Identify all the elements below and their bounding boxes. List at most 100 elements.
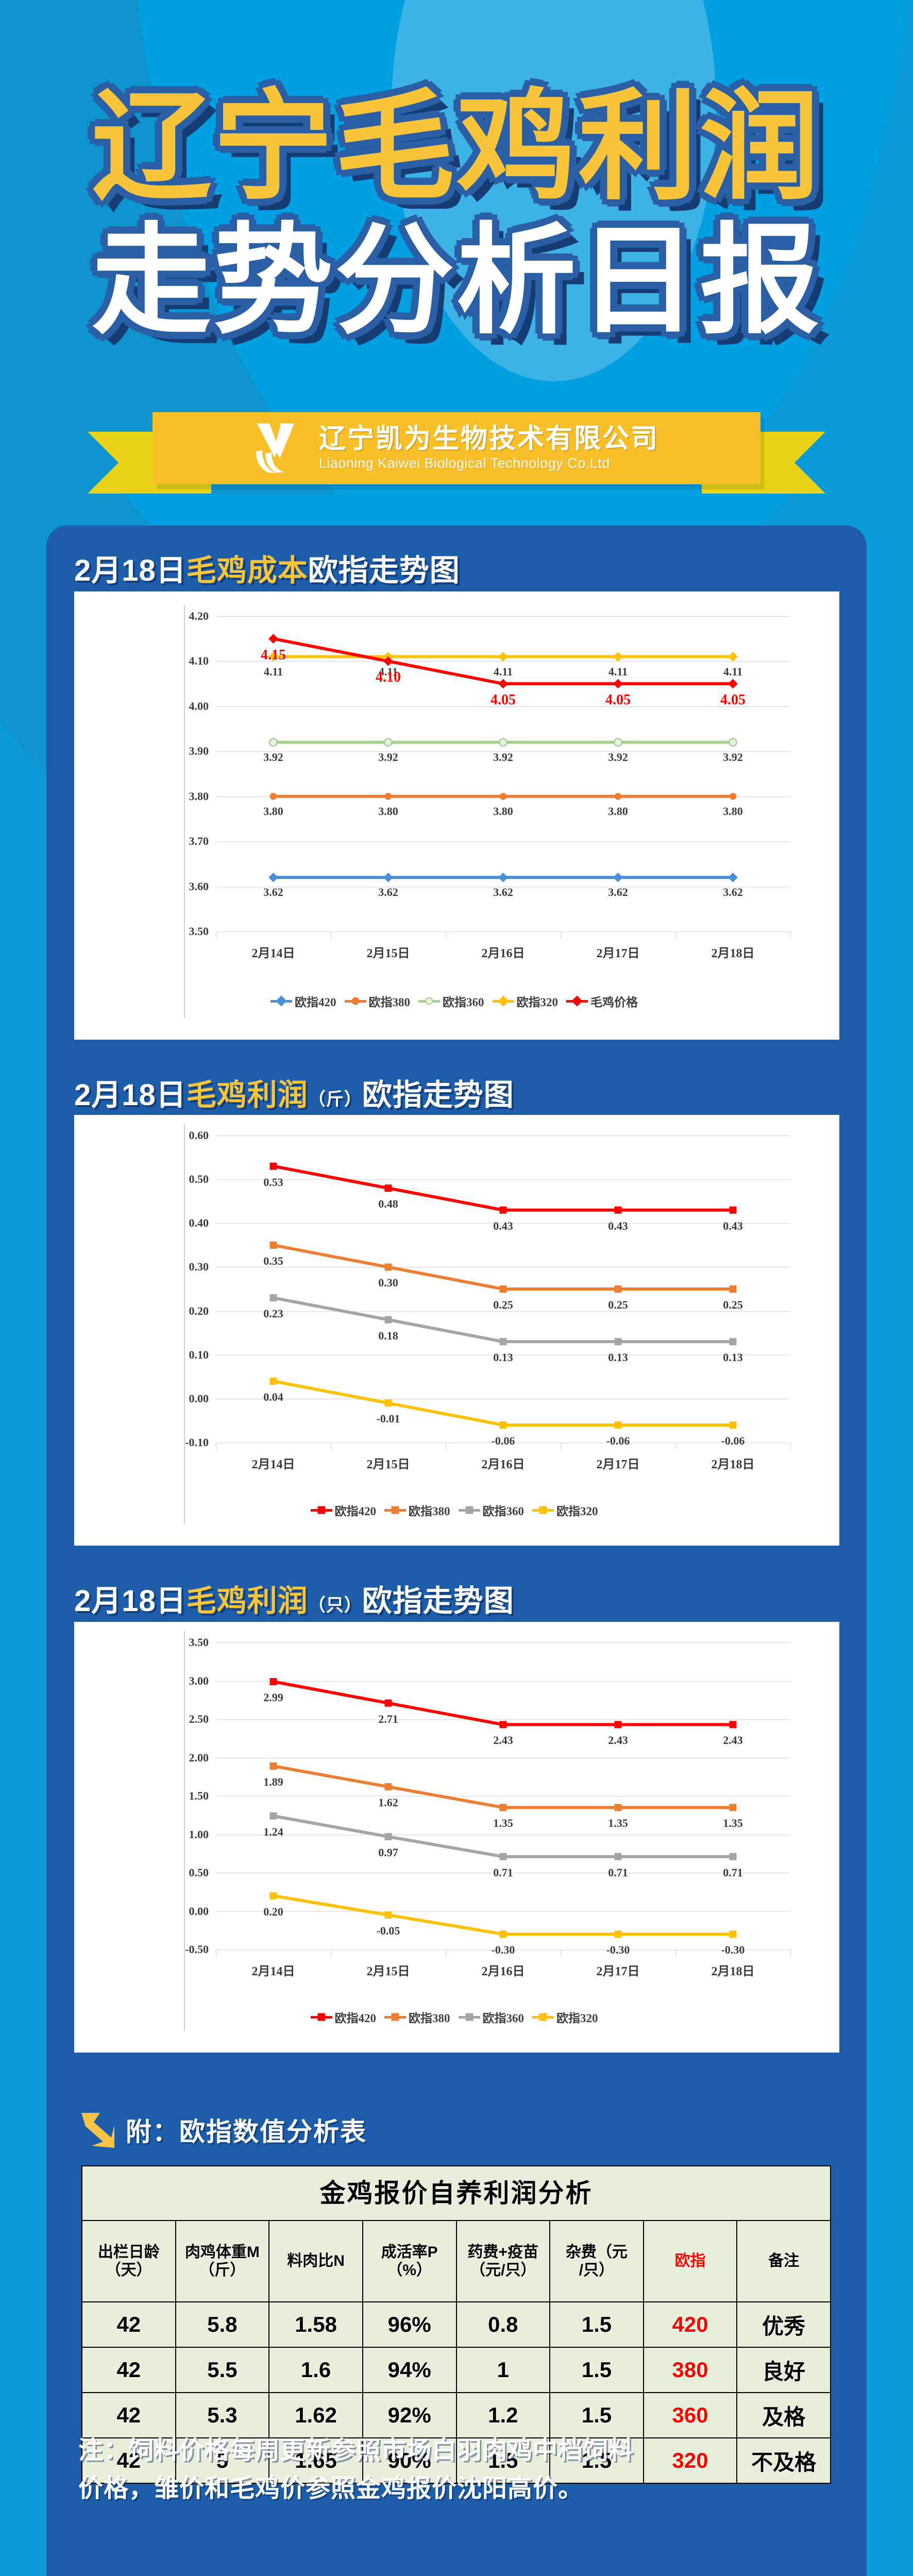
gridline	[216, 1223, 790, 1224]
legend-item[interactable]: 欧指360	[458, 2008, 524, 2026]
data-point-marker	[614, 1421, 622, 1429]
gridline	[216, 1719, 790, 1720]
attachment-heading: 附：欧指数值分析表	[78, 2110, 367, 2150]
data-point-label: 2.99	[263, 1690, 283, 1704]
legend-item[interactable]: 欧指420	[310, 2008, 376, 2026]
gridline	[216, 751, 790, 752]
data-point-label: 4.05	[491, 692, 516, 708]
legend-item[interactable]: 欧指320	[492, 992, 559, 1010]
gridline	[216, 841, 790, 842]
gridline	[216, 706, 790, 707]
series-line	[272, 1164, 735, 1212]
data-point-label: 3.92	[493, 750, 513, 764]
table-header-line: （元/只）	[470, 2262, 536, 2279]
data-point-marker	[269, 1162, 277, 1170]
data-point-label: -0.30	[721, 1943, 745, 1957]
data-point-marker	[614, 1721, 622, 1728]
data-point-label: 3.62	[723, 886, 743, 899]
gridline	[216, 1311, 790, 1312]
main-panel: 2月18日毛鸡成本欧指走势图 3.50 3.60 3.70 3.80 3.90 4.00 4…	[46, 526, 867, 2576]
data-point-marker	[384, 1263, 392, 1271]
legend-item[interactable]: 欧指380	[384, 2008, 450, 2026]
data-point-label: 0.43	[723, 1219, 743, 1232]
data-point-marker	[499, 1206, 507, 1214]
table-header-cell: 出栏日龄 （天）	[81, 2220, 176, 2302]
data-point-label: -0.06	[606, 1434, 630, 1447]
chart1-title-date: 2月18日	[74, 554, 187, 587]
data-point-label: 0.97	[378, 1845, 398, 1859]
data-point-label: 3.92	[263, 750, 283, 764]
data-point-label: 3.92	[723, 750, 743, 764]
legend-marker	[539, 1506, 547, 1514]
legend-label: 欧指380	[409, 1505, 450, 1518]
data-point-label: 0.25	[723, 1298, 743, 1311]
legend-swatch	[310, 1506, 332, 1514]
data-point-marker	[614, 1285, 622, 1293]
y-axis-tick-label: 0.30	[189, 1260, 209, 1274]
chart1-card: 3.50 3.60 3.70 3.80 3.90 4.00 4.10 4.20 3.62 3.62…	[74, 591, 839, 1040]
chart1-title: 2月18日毛鸡成本欧指走势图	[74, 546, 460, 589]
data-point-marker	[729, 1853, 737, 1860]
series-line	[272, 1894, 735, 1936]
legend-item[interactable]: 毛鸡价格	[566, 992, 638, 1010]
legend-item[interactable]: 欧指380	[384, 1501, 450, 1519]
legend-label: 欧指320	[516, 996, 559, 1009]
y-axis-tick-label: -0.50	[185, 1943, 209, 1956]
legend-item[interactable]: 欧指420	[270, 992, 336, 1010]
table-header-line: 成活率P	[381, 2243, 438, 2261]
legend-item[interactable]: 欧指380	[344, 992, 410, 1010]
table-header-line: 药费+疫苗	[467, 2243, 539, 2261]
table-cell: 320	[643, 2437, 738, 2484]
table-caption-row: 金鸡报价自养利润分析	[81, 2165, 831, 2221]
data-point-label: 0.25	[493, 1298, 513, 1311]
legend-marker	[425, 997, 433, 1005]
data-point-label: 0.18	[378, 1329, 398, 1342]
table-header-cell: 成活率P （%）	[362, 2220, 457, 2302]
legend-swatch	[384, 2013, 406, 2021]
chart3-title-tail: 欧指走势图	[362, 1584, 514, 1618]
data-point-marker	[728, 652, 738, 662]
table-header-line: （斤）	[199, 2262, 246, 2279]
x-axis-tick-label: 2月14日	[251, 1458, 295, 1471]
legend-marker	[317, 2013, 325, 2021]
y-axis-tick-label: 3.50	[189, 1636, 209, 1649]
data-point-label: 4.11	[608, 665, 628, 678]
x-axis-tick	[675, 931, 676, 939]
legend-item[interactable]: 欧指360	[418, 992, 484, 1010]
table-cell: 42	[81, 2392, 176, 2438]
data-point-label: 0.53	[263, 1175, 283, 1189]
data-point-marker	[729, 1721, 737, 1728]
x-axis-tick-label: 2月17日	[596, 947, 640, 960]
data-point-label: 2.43	[493, 1734, 513, 1747]
data-point-marker	[499, 1721, 507, 1728]
legend-swatch	[458, 1506, 480, 1514]
chart2-title-unit: （斤）	[308, 1090, 362, 1109]
company-ribbon: 辽宁凯为生物技术有限公司 Liaoning Kaiwei Biological …	[0, 412, 913, 515]
data-point-label: 0.43	[493, 1219, 513, 1232]
company-logo-icon	[256, 423, 294, 473]
legend-label: 欧指360	[482, 1505, 525, 1518]
data-point-marker	[729, 792, 737, 800]
table-cell: 1.5	[455, 2437, 551, 2484]
table-cell: 不及格	[736, 2437, 831, 2484]
x-axis-tick-label: 2月17日	[596, 1965, 640, 1978]
x-axis-tick-label: 2月18日	[711, 1965, 755, 1978]
axis-spine	[184, 605, 185, 1018]
y-axis-tick-label: 2.50	[189, 1713, 209, 1725]
data-point-label: 3.62	[608, 886, 628, 899]
legend-item[interactable]: 欧指320	[532, 2008, 598, 2026]
gridline	[216, 616, 790, 617]
data-point-label: 0.71	[493, 1866, 513, 1879]
data-point-label: 0.43	[608, 1219, 628, 1232]
legend-item[interactable]: 欧指360	[458, 1501, 525, 1519]
data-point-marker	[613, 652, 623, 662]
legend-item[interactable]: 欧指420	[310, 1501, 376, 1519]
legend-marker	[497, 995, 509, 1007]
data-point-label: 1.35	[608, 1817, 628, 1830]
legend-item[interactable]: 欧指320	[532, 1501, 598, 1519]
y-axis-tick-label: 0.60	[189, 1129, 209, 1142]
y-axis-tick-label: 0.40	[189, 1216, 209, 1230]
table-header-line: /只）	[579, 2262, 615, 2279]
gridline	[216, 1796, 790, 1797]
legend-swatch	[532, 2013, 554, 2021]
